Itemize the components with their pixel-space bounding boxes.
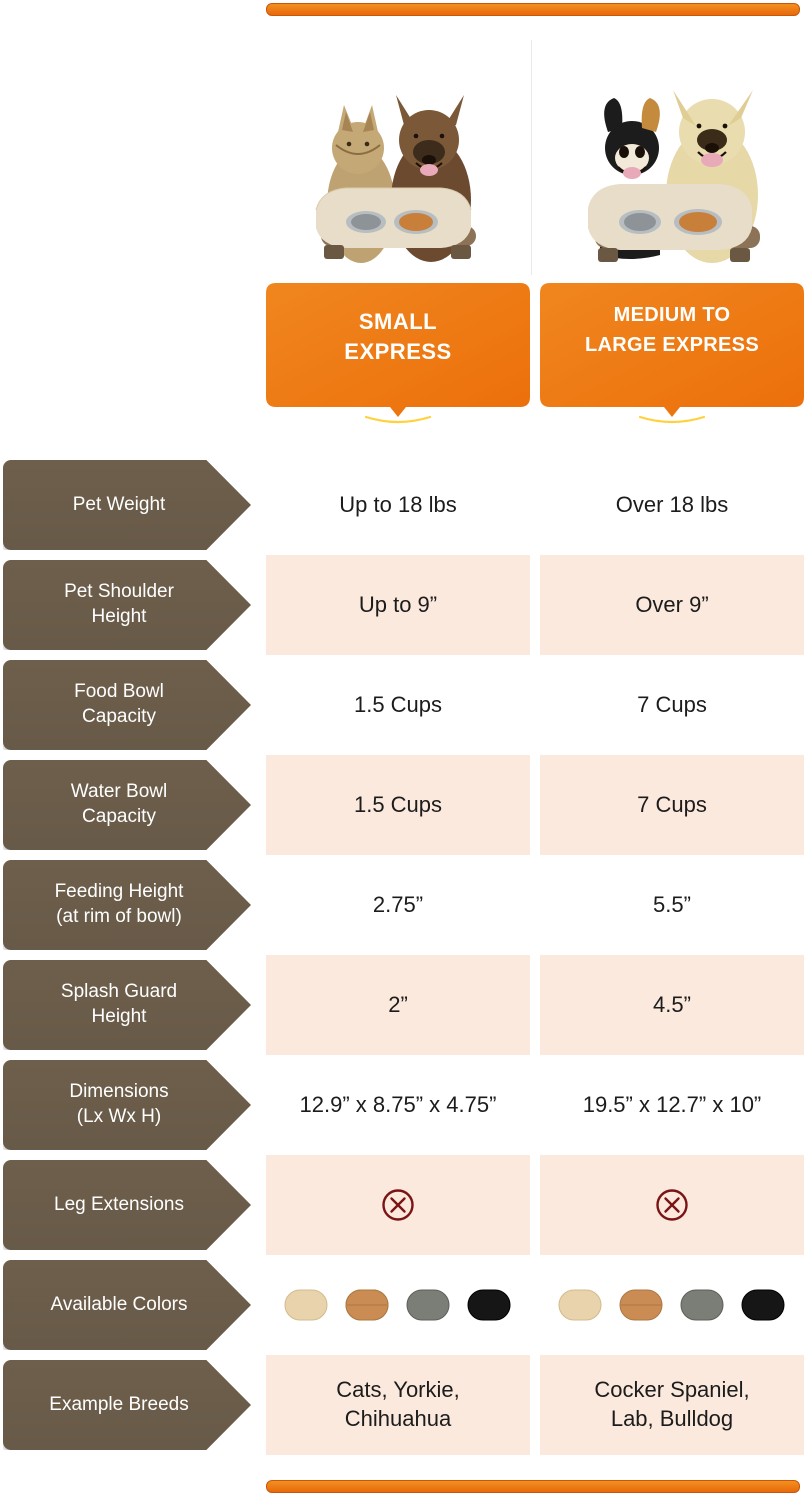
svg-text:MEDIUM TO: MEDIUM TO [614, 304, 731, 326]
svg-text:LARGE EXPRESS: LARGE EXPRESS [585, 334, 759, 356]
svg-text:SMALL: SMALL [359, 309, 437, 334]
svg-text:EXPRESS: EXPRESS [344, 339, 451, 364]
